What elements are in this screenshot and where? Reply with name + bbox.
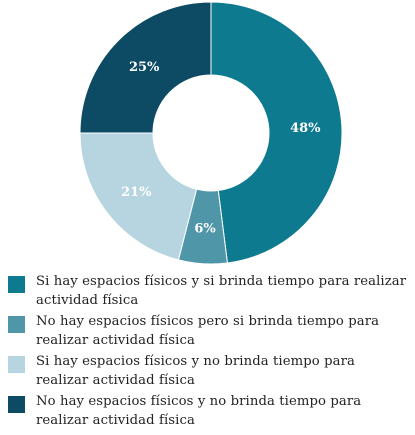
slice-value-label-3: 21% bbox=[121, 185, 152, 200]
legend-swatch-3 bbox=[8, 356, 25, 373]
legend-swatch-4 bbox=[8, 396, 25, 413]
legend-swatch-1 bbox=[8, 276, 25, 293]
legend-label-1: Si hay espacios físicos y si brinda tiem… bbox=[36, 274, 407, 308]
legend-label-3: Si hay espacios físicos y no brinda tiem… bbox=[36, 354, 355, 388]
legend-item-4: No hay espacios físicos y no brinda tiem… bbox=[8, 392, 408, 430]
donut-slice-4 bbox=[79, 1, 212, 134]
slice-value-label-1: 48% bbox=[290, 121, 321, 136]
legend-label-4: No hay espacios físicos y no brinda tiem… bbox=[36, 394, 362, 428]
legend-swatch-2 bbox=[8, 316, 25, 333]
donut-chart: 48% 6% 21% 25% bbox=[79, 1, 343, 265]
legend-item-1: Si hay espacios físicos y si brinda tiem… bbox=[8, 272, 408, 310]
slice-value-label-2: 6% bbox=[194, 221, 216, 236]
legend-label-2: No hay espacios físicos pero si brinda t… bbox=[36, 314, 380, 348]
slice-value-label-4: 25% bbox=[129, 60, 160, 75]
donut-slice-1 bbox=[210, 1, 343, 264]
chart-legend: Si hay espacios físicos y si brinda tiem… bbox=[8, 272, 408, 432]
legend-item-3: Si hay espacios físicos y no brinda tiem… bbox=[8, 352, 408, 390]
donut-slice-3 bbox=[79, 132, 198, 261]
legend-item-2: No hay espacios físicos pero si brinda t… bbox=[8, 312, 408, 350]
